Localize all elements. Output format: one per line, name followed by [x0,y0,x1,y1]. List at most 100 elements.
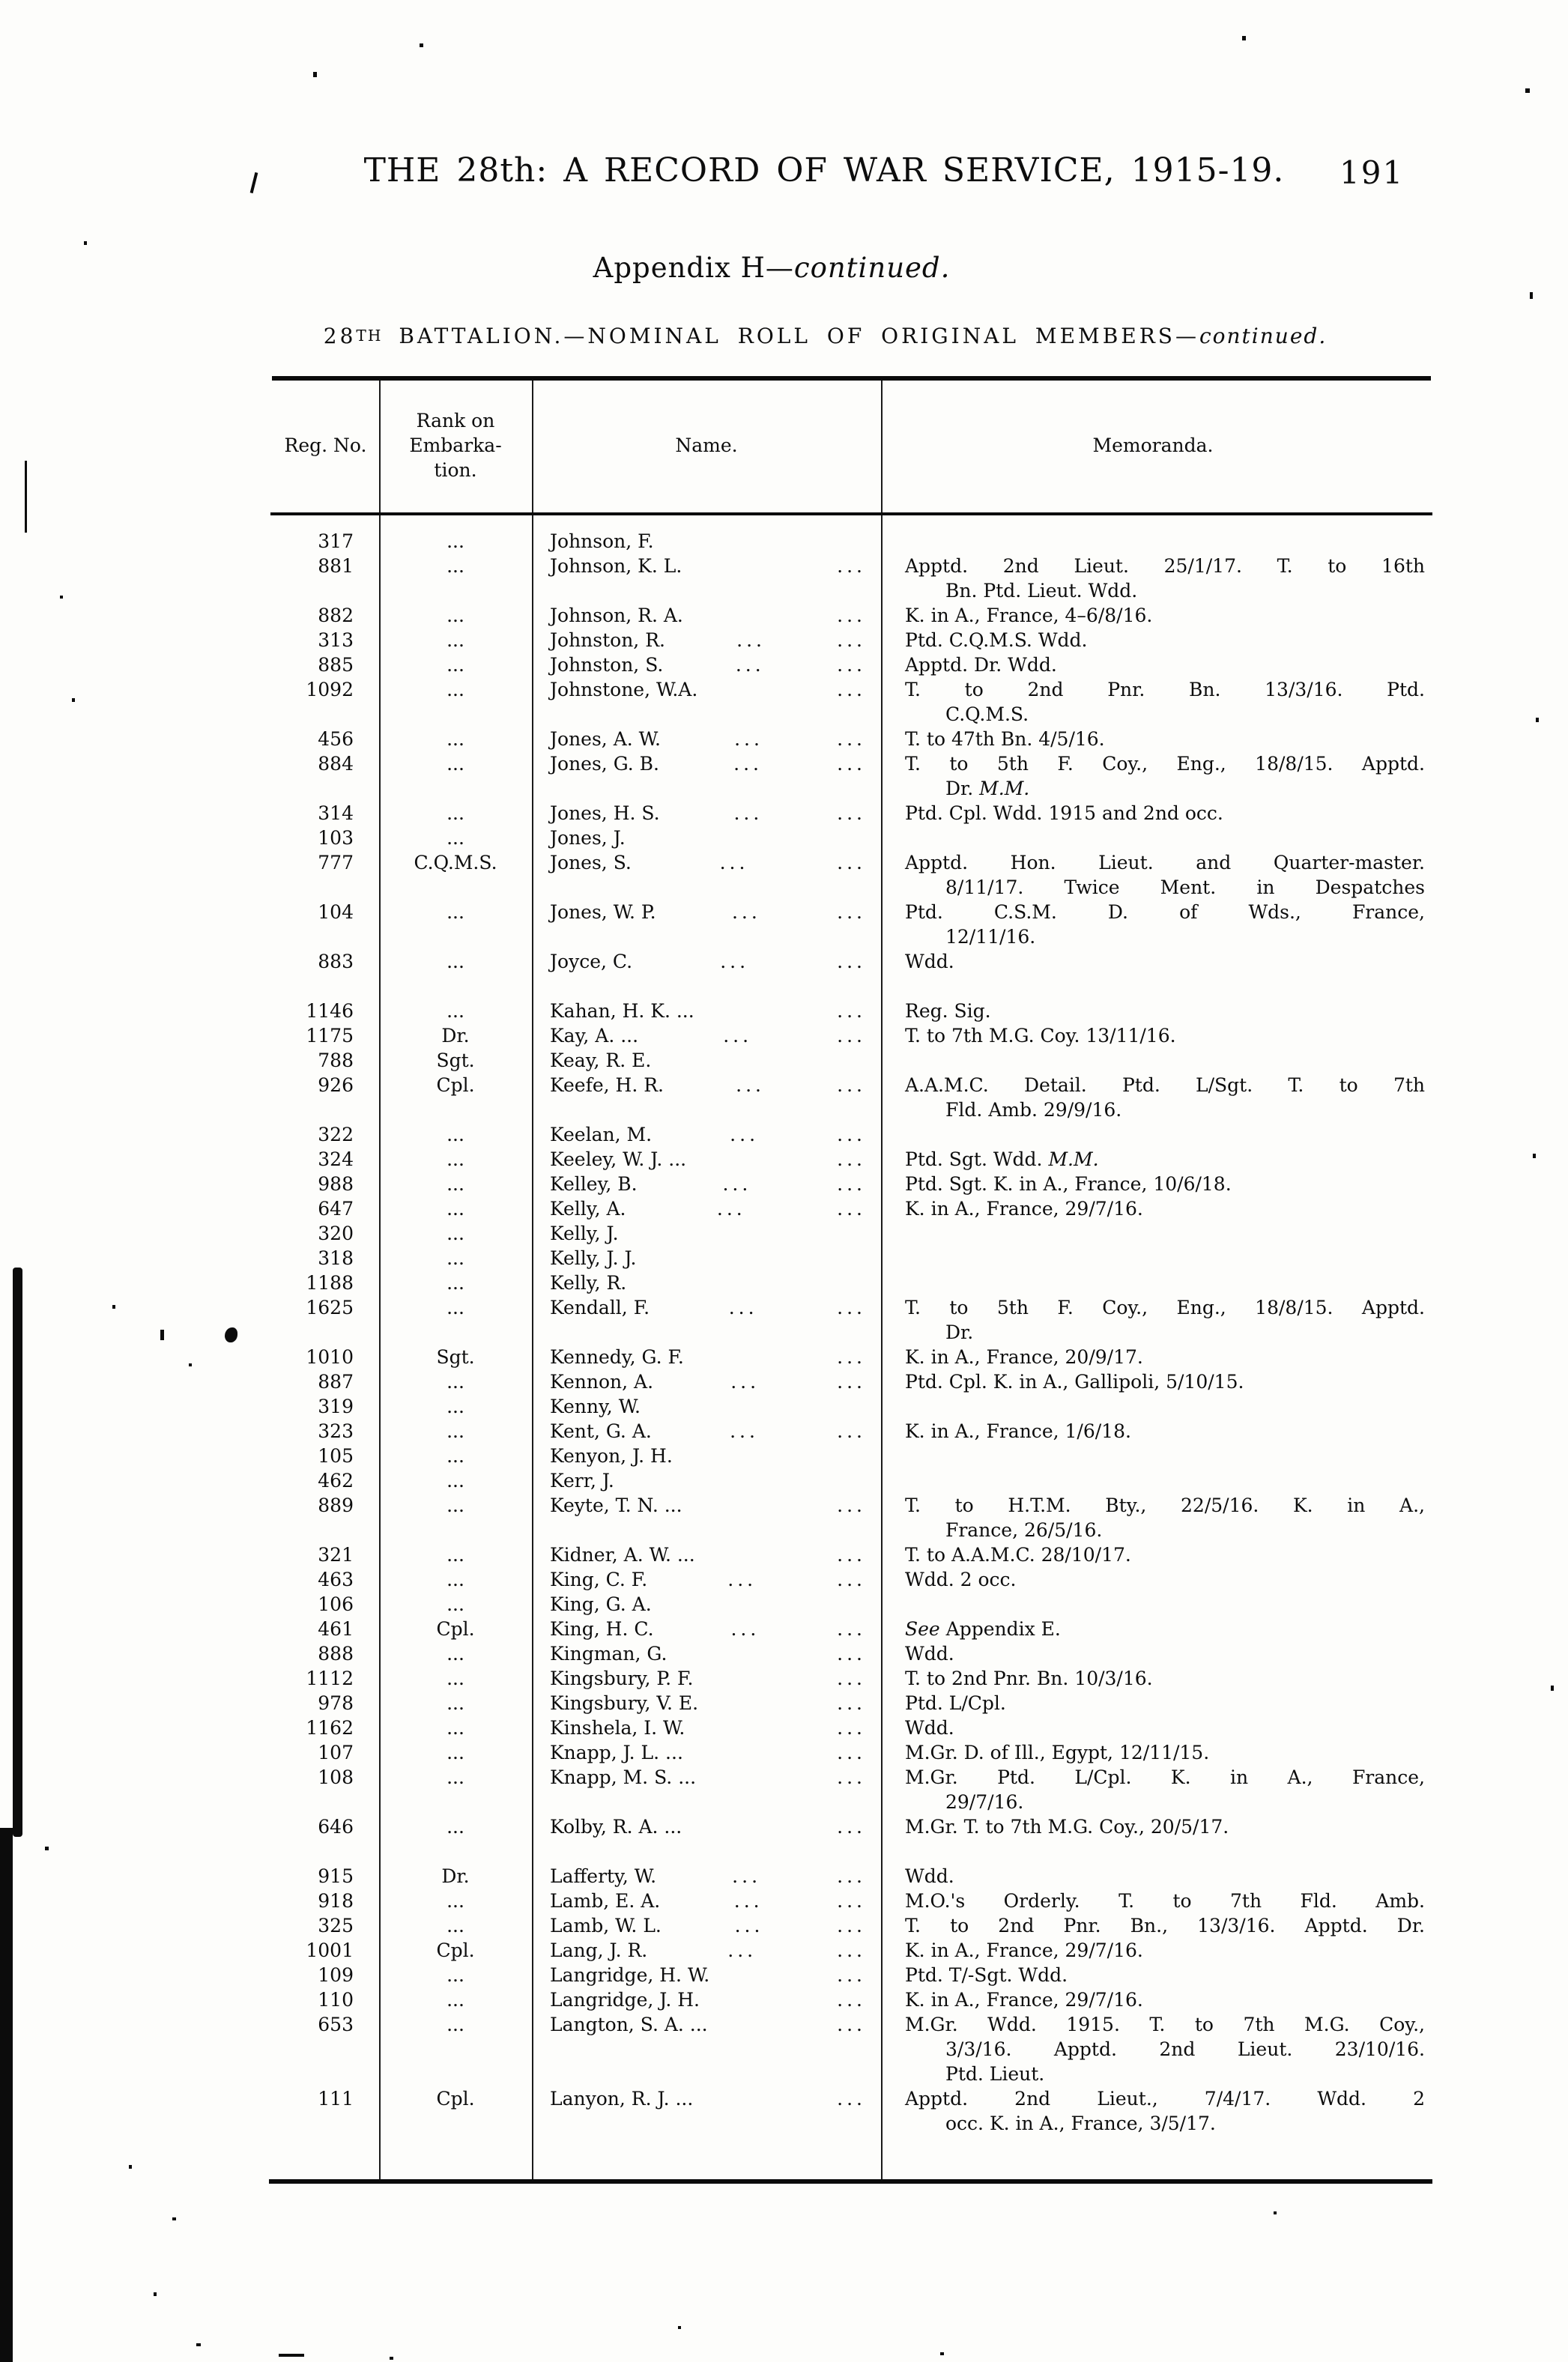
name-text: Kahan, H. K. ... [550,1000,694,1022]
name-cell: Kelly, R. [532,1271,881,1295]
table-row: 1162 ... Kinshela, I. W. ... Wdd. [272,1716,1431,1740]
rank-cell: Dr. [441,1865,470,1887]
leader-dots: ... [837,629,866,651]
table-row: 108 ... Knapp, M. S. ... ... M.Gr. Ptd. … [272,1765,1431,1814]
leader-dots: ... [837,1346,866,1368]
leader-dots: ... [837,852,866,873]
memo-line: T. to 2nd Pnr. Bn., 13/3/16. Apptd. Dr. [905,1915,1425,1936]
rank-cell: ... [447,1544,464,1566]
memo-cell [881,1444,1431,1468]
memo-cell: Ptd. Cpl. K. in A., Gallipoli, 5/10/15. [881,1369,1431,1394]
memo-cell [881,1246,1431,1271]
memo-line: Apptd. 2nd Lieut., 7/4/17. Wdd. 2 [905,2088,1425,2110]
rank-cell: ... [447,679,464,700]
leader-dots: ... [730,1420,759,1442]
rank-cell: Sgt. [436,1050,475,1071]
leader-dots: ... [837,753,866,775]
name-text: Johnson, K. L. [550,555,682,577]
name-cell: Jones, W. P. ...... [532,900,881,949]
scan-artifact [196,2343,201,2346]
rank-cell: ... [447,1223,464,1244]
memo-line: A.A.M.C. Detail. Ptd. L/Sgt. T. to 7th [905,1074,1425,1096]
memo-line: 12/11/16. [945,926,1036,948]
name-cell: Kingsbury, V. E. ... [532,1691,881,1716]
name-text: Keelan, M. [550,1124,653,1145]
memo-line: K. in A., France, 4–6/8/16. [905,605,1153,626]
rank-cell: ... [447,728,464,750]
name-cell: Kennedy, G. F. ... [532,1345,881,1369]
name-text: Kelly, R. [550,1272,627,1294]
reg-no-cell: 889 [318,1495,354,1516]
leader-dots: ... [734,728,763,750]
memo-cell [881,1468,1431,1493]
memo-cell: K. in A., France, 20/9/17. [881,1345,1431,1369]
name-cell: Langridge, H. W. ... [532,1963,881,1987]
leader-dots: ... [837,1371,866,1393]
leader-dots: ... [837,1173,866,1195]
table-header-row: Reg. No. Rank on Embarka-tion. Name. Mem… [272,381,1431,509]
memo-line: Dr. M.M. [945,778,1030,799]
name-text: Kay, A. ... [550,1025,639,1047]
table-row: 889 ... Keyte, T. N. ... ... T. to H.T.M… [272,1493,1431,1542]
name-text: Keefe, H. R. [550,1074,665,1096]
rank-cell: ... [447,1198,464,1220]
memo-cell: T. to A.A.M.C. 28/10/17. [881,1542,1431,1567]
name-text: Knapp, J. L. ... [550,1742,683,1763]
memo-line: Wdd. [905,1865,954,1887]
table-row: 646 ... Kolby, R. A. ... ... M.Gr. T. to… [272,1814,1431,1839]
reg-no-cell: 884 [318,753,354,775]
name-text: Langton, S. A. ... [550,2014,708,2035]
rank-cell: ... [447,629,464,651]
reg-no-cell: 108 [318,1766,354,1788]
rank-cell: Cpl. [436,1939,475,1961]
memo-line: T. to 7th M.G. Coy. 13/11/16. [905,1025,1176,1047]
memo-line: K. in A., France, 20/9/17. [905,1346,1143,1368]
name-text: Keay, R. E. [550,1050,652,1071]
leader-dots: ... [837,605,866,626]
scan-artifact [390,2357,393,2360]
memo-cell: K. in A., France, 4–6/8/16. [881,603,1431,628]
leader-dots: ... [837,1420,866,1442]
leader-dots: ... [837,2088,866,2110]
memo-cell: Apptd. 2nd Lieut., 7/4/17. Wdd. 2 occ. K.… [881,2086,1431,2136]
rank-cell: ... [447,1371,464,1393]
memo-line: T. to A.A.M.C. 28/10/17. [905,1544,1131,1566]
memo-line: Ptd. Sgt. Wdd. M.M. [905,1148,1099,1170]
name-text: Jones, J. [550,827,626,849]
rank-cell: ... [447,605,464,626]
name-cell: Keeley, W. J. ... ... [532,1147,881,1172]
name-text: Johnson, R. A. [550,605,683,626]
rank-cell: ... [447,1717,464,1739]
memo-cell: M.Gr. Ptd. L/Cpl. K. in A., France, 29/7/… [881,1765,1431,1814]
table-body: 317 ... Johnson, F. 881 ... Johnson, K. … [272,509,1431,2136]
rank-cell: ... [447,1816,464,1838]
reg-no-cell: 885 [318,654,354,676]
memo-cell: See Appendix E. [881,1617,1431,1641]
table-row: 323 ... Kent, G. A. ...... K. in A., Fra… [272,1419,1431,1444]
name-cell: Kendall, F. ...... [532,1295,881,1345]
appendix-heading: Appendix H—continued. [210,252,1334,284]
leader-dots: ... [728,1297,758,1318]
rank-cell: ... [447,1173,464,1195]
memo-line: M.Gr. Wdd. 1915. T. to 7th M.G. Coy., [905,2014,1425,2035]
name-cell: Kelley, B. ...... [532,1172,881,1196]
reg-no-cell: 463 [318,1569,354,1590]
leader-dots: ... [719,852,749,873]
memo-cell: Wdd. [881,1716,1431,1740]
memo-cell: Wdd. [881,1641,1431,1666]
binding-shadow [0,1828,13,2362]
memo-line: M.Gr. Ptd. L/Cpl. K. in A., France, [905,1766,1425,1788]
name-text: King, C. F. [550,1569,648,1590]
reg-no-cell: 788 [318,1050,354,1071]
reg-no-cell: 462 [318,1470,354,1492]
memo-line: Ptd. T/-Sgt. Wdd. [905,1964,1068,1986]
table-row: 106 ... King, G. A. [272,1592,1431,1617]
name-cell: King, C. F. ...... [532,1567,881,1592]
name-text: Kendall, F. [550,1297,650,1318]
name-cell: Johnston, R. ...... [532,628,881,652]
table-row: 1010 Sgt. Kennedy, G. F. ... K. in A., F… [272,1345,1431,1369]
leader-dots: ... [837,901,866,923]
section-heading-ordinal: TH [356,327,383,345]
reg-no-cell: 1010 [306,1346,354,1368]
table-row: 926 Cpl. Keefe, H. R. ...... A.A.M.C. De… [272,1073,1431,1122]
